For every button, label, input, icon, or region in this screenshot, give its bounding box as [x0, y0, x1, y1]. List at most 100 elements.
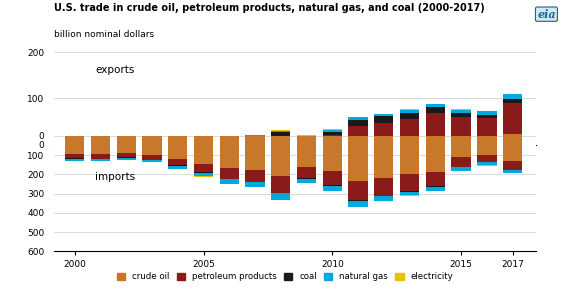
Bar: [271, 132, 291, 136]
Bar: [323, 131, 342, 135]
Bar: [503, 161, 522, 170]
Bar: [348, 181, 368, 200]
Bar: [194, 141, 213, 144]
Bar: [246, 139, 264, 144]
Bar: [323, 130, 342, 131]
Bar: [400, 109, 420, 110]
Bar: [503, 136, 522, 161]
Bar: [297, 179, 316, 183]
Bar: [194, 136, 213, 164]
Bar: [117, 141, 136, 142]
Bar: [451, 110, 471, 113]
Bar: [374, 196, 393, 201]
Bar: [400, 113, 420, 119]
Bar: [374, 123, 393, 143]
Bar: [348, 136, 368, 181]
Bar: [219, 179, 239, 184]
Bar: [374, 143, 393, 144]
Bar: [426, 138, 445, 144]
Bar: [348, 127, 368, 143]
Bar: [348, 117, 368, 120]
Bar: [246, 136, 264, 170]
Bar: [117, 158, 136, 160]
Bar: [117, 142, 136, 143]
Bar: [297, 136, 316, 167]
Bar: [91, 159, 110, 161]
Bar: [194, 138, 213, 141]
Bar: [426, 107, 445, 113]
Bar: [374, 114, 393, 116]
Bar: [451, 167, 471, 171]
Bar: [477, 118, 496, 141]
Bar: [400, 192, 420, 195]
Bar: [65, 141, 84, 143]
Bar: [503, 170, 522, 173]
Bar: [246, 135, 264, 136]
Bar: [477, 136, 496, 155]
Bar: [271, 136, 291, 144]
Bar: [168, 141, 188, 144]
Legend: crude oil, petroleum products, coal, natural gas, electricity: crude oil, petroleum products, coal, nat…: [113, 269, 457, 285]
Bar: [477, 162, 496, 165]
Bar: [323, 135, 342, 144]
Bar: [297, 167, 316, 178]
Bar: [451, 142, 471, 144]
Bar: [194, 173, 213, 177]
Bar: [323, 186, 342, 190]
Bar: [426, 187, 445, 190]
Bar: [374, 136, 393, 178]
Bar: [323, 171, 342, 185]
Bar: [271, 176, 291, 193]
Bar: [65, 136, 84, 154]
Bar: [323, 185, 342, 186]
Bar: [194, 164, 213, 173]
Bar: [168, 159, 188, 165]
Bar: [348, 200, 368, 201]
Bar: [142, 136, 162, 155]
Bar: [271, 131, 291, 132]
Bar: [426, 104, 445, 107]
Bar: [451, 136, 471, 157]
Bar: [451, 157, 471, 167]
Bar: [168, 136, 188, 159]
Bar: [142, 155, 162, 160]
Bar: [323, 136, 342, 171]
Bar: [451, 109, 471, 110]
Bar: [142, 140, 162, 141]
Bar: [168, 139, 188, 141]
Bar: [400, 119, 420, 142]
Text: eia: eia: [537, 9, 556, 20]
Bar: [65, 143, 84, 144]
Bar: [297, 137, 316, 139]
Bar: [91, 136, 110, 154]
Bar: [219, 137, 239, 138]
Bar: [400, 142, 420, 144]
Bar: [426, 136, 445, 173]
Bar: [503, 134, 522, 144]
Bar: [65, 158, 84, 159]
Bar: [142, 141, 162, 142]
Bar: [400, 191, 420, 192]
Bar: [451, 117, 471, 142]
Bar: [426, 113, 445, 138]
Bar: [271, 136, 291, 176]
Bar: [477, 115, 496, 118]
Bar: [65, 159, 84, 161]
Bar: [117, 153, 136, 158]
Bar: [246, 136, 264, 139]
Bar: [246, 170, 264, 182]
Bar: [297, 178, 316, 179]
Bar: [426, 173, 445, 186]
Bar: [91, 141, 110, 143]
Bar: [297, 136, 316, 137]
Bar: [219, 168, 239, 179]
Bar: [400, 174, 420, 191]
Bar: [65, 154, 84, 158]
Bar: [168, 165, 188, 166]
Bar: [168, 138, 188, 139]
Bar: [374, 116, 393, 123]
Bar: [117, 143, 136, 144]
Text: U.S. trade in crude oil, petroleum products, natural gas, and coal (2000-2017): U.S. trade in crude oil, petroleum produ…: [54, 3, 485, 13]
Bar: [400, 136, 420, 174]
Bar: [348, 120, 368, 127]
